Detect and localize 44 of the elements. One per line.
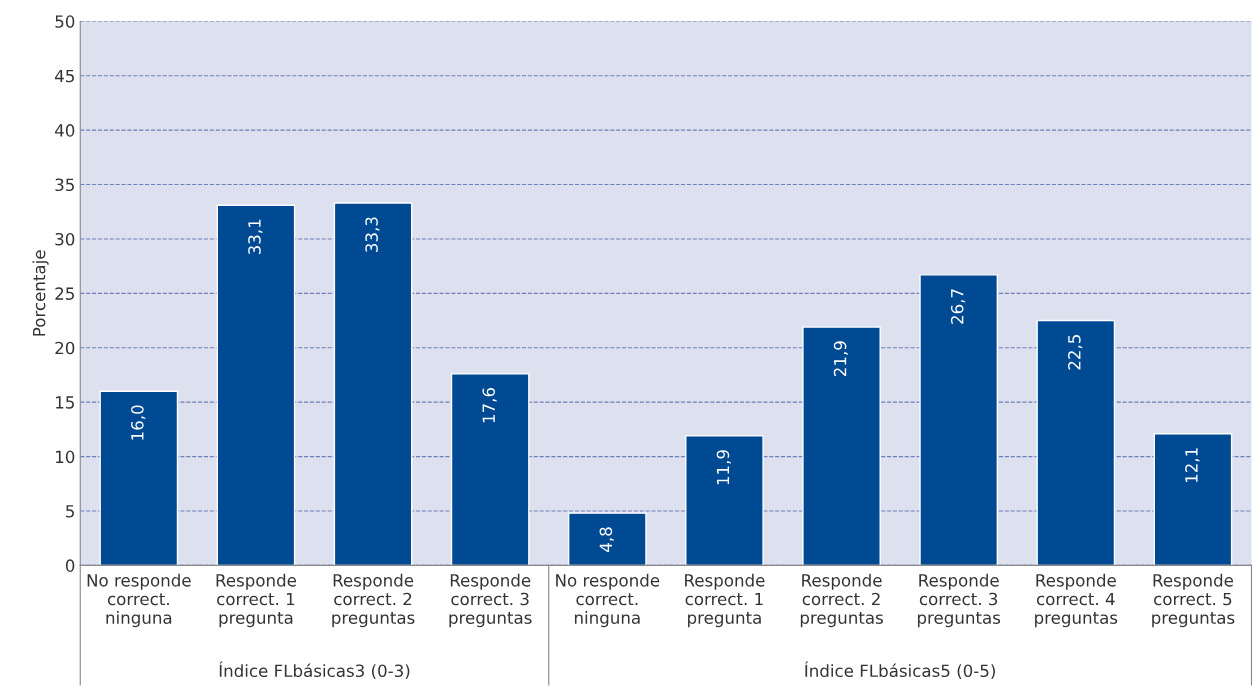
data-label: 12,1 [1185, 448, 1200, 483]
data-label: 16,0 [131, 405, 146, 440]
y-tick-label: 0 [65, 559, 75, 572]
x-tick-label: Responde correct. 3 preguntas [449, 573, 532, 628]
y-axis-title: Porcentaje [32, 250, 49, 336]
y-tick-label: 15 [56, 396, 74, 409]
x-tick-label: Responde correct. 2 preguntas [332, 573, 415, 628]
bar [919, 274, 999, 566]
bar [450, 373, 530, 566]
y-tick-label: 20 [55, 341, 75, 355]
data-label: 26,7 [950, 289, 966, 324]
y-tick-label: 35 [55, 178, 74, 192]
x-tick-label: Responde correct. 4 preguntas [1035, 573, 1118, 628]
x-tick-label: Responde correct. 2 preguntas [800, 573, 883, 628]
text: Índice FLbásicas3 (0-3) [219, 661, 410, 680]
data-label: 21,9 [833, 341, 849, 377]
y-tick-label: 50 [55, 15, 75, 28]
bar [216, 204, 296, 566]
x-tick-label: Responde correct. 3 preguntas [917, 573, 1001, 628]
data-label: 33,3 [365, 217, 380, 252]
bar [1036, 319, 1116, 566]
data-label: 4,8 [599, 527, 614, 552]
y-tick-label: 45 [55, 69, 74, 83]
bar [685, 435, 764, 566]
y-tick-label: 40 [55, 124, 75, 137]
data-label: 33,1 [248, 219, 263, 255]
y-tick-label: 5 [66, 505, 74, 518]
x-tick-label: No responde correct. ninguna [87, 573, 191, 628]
y-tick-label: 25 [55, 287, 74, 300]
y-tick-label: 10 [56, 450, 75, 464]
text: Índice FLbásicas5 (0-5) [805, 661, 995, 680]
x-tick-label: No responde correct. ninguna [556, 573, 660, 628]
bar [99, 390, 179, 566]
bar [567, 512, 647, 566]
x-tick-label: Responde correct. 5 preguntas [1152, 573, 1235, 628]
data-label: 11,9 [716, 450, 731, 485]
bar [333, 202, 413, 566]
y-tick-label: 30 [55, 232, 75, 246]
bar [802, 326, 881, 566]
x-tick-label: Responde correct. 1 pregunta [685, 573, 765, 628]
bar [1153, 433, 1233, 566]
x-tick-label: Responde correct. 1 pregunta [216, 573, 297, 628]
data-label: 22,5 [1068, 335, 1083, 370]
data-label: 17,6 [482, 387, 497, 423]
